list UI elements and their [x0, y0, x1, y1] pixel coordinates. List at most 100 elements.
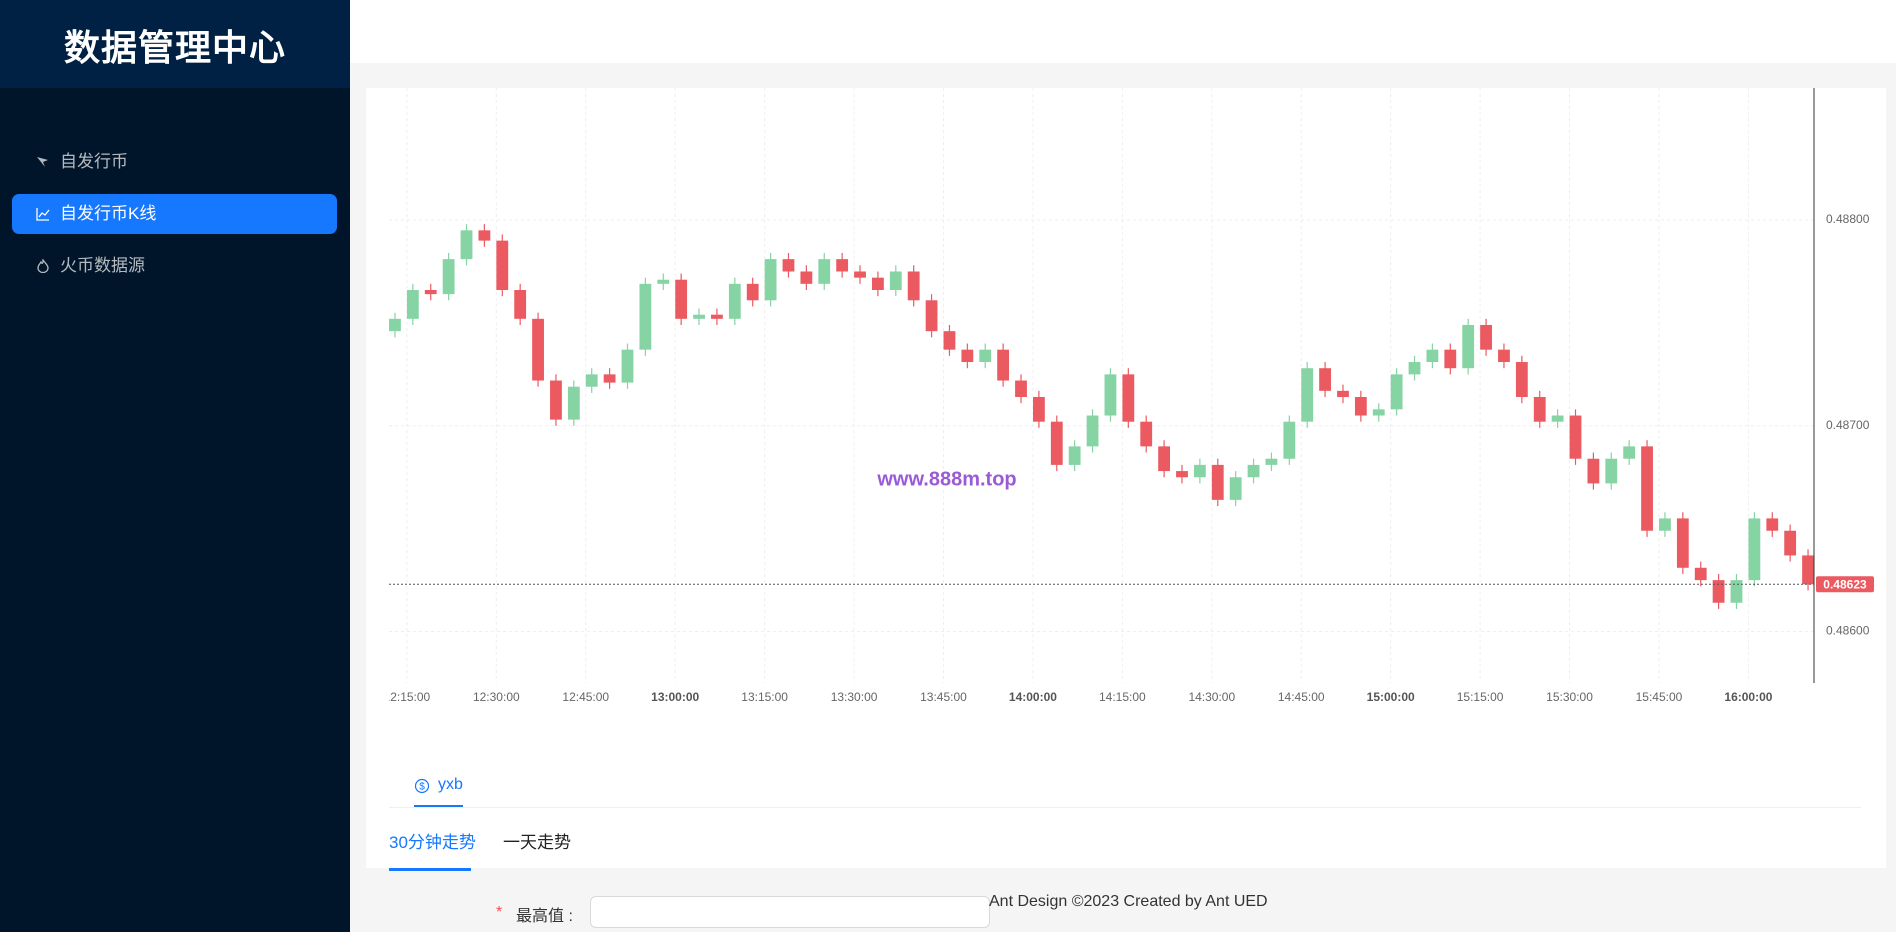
candle-body [496, 240, 509, 291]
candle-body [1050, 421, 1063, 465]
menu-label: 火币数据源 [60, 256, 145, 275]
x-tick-label: 13:15:00 [741, 690, 788, 704]
candle-body [1319, 368, 1331, 391]
candle-body [1283, 421, 1296, 459]
candle-body [1641, 446, 1653, 531]
candle-body [1533, 397, 1546, 422]
x-tick-label: 13:45:00 [920, 690, 967, 704]
candle-body [1605, 458, 1618, 484]
x-tick-label: 12:15:00 [384, 690, 431, 704]
footer: Ant Design ©2023 Created by Ant UED [989, 893, 1268, 910]
watermark: www.888m.top [876, 468, 1016, 490]
candle-body [1748, 518, 1761, 581]
candle-body [1408, 362, 1421, 375]
x-tick-label: 14:00:00 [1009, 690, 1057, 704]
sidebar: 数据管理中心 自发行币 自发行币K线 火币数据源 [0, 0, 350, 932]
candle-body [1104, 374, 1117, 416]
x-tick-label: 13:00:00 [651, 690, 699, 704]
tab-ink [414, 805, 463, 807]
candle-body [1301, 368, 1314, 422]
candle-body [907, 271, 920, 301]
candle-body [603, 374, 616, 383]
candle-body [657, 279, 670, 284]
candle-body [639, 283, 652, 350]
candle-body [1193, 464, 1206, 478]
tab-divider [389, 807, 1861, 808]
x-tick-label: 12:30:00 [473, 690, 520, 704]
candle-body [1802, 555, 1814, 585]
candle-body [746, 283, 759, 301]
candle-body [764, 259, 777, 301]
svg-text:$: $ [419, 782, 425, 793]
card [366, 88, 1886, 868]
candle-body [389, 318, 401, 332]
candle-body [1211, 464, 1224, 500]
menu-item[interactable]: 自发行币 [12, 142, 337, 182]
app-title: 数据管理中心 [0, 0, 350, 88]
candle-body [1569, 415, 1582, 459]
candle-body [1551, 415, 1564, 422]
candle-body [1515, 362, 1528, 397]
candle-body [1140, 421, 1153, 447]
candle-body [728, 283, 741, 319]
candle-body [1390, 374, 1403, 410]
x-tick-label: 15:30:00 [1546, 690, 1593, 704]
candle-body [1372, 409, 1385, 416]
candle-body [1730, 580, 1743, 603]
candle-body [442, 259, 455, 295]
candle-body [675, 279, 688, 319]
candle-body [1498, 349, 1510, 363]
x-tick-label: 13:30:00 [831, 690, 878, 704]
candle-body [1158, 446, 1171, 472]
header [350, 0, 1896, 63]
candle-body [1015, 380, 1027, 397]
candle-body [1587, 458, 1600, 484]
candle-body [1068, 446, 1081, 465]
icon [36, 208, 50, 221]
form-label: 最高值 : [516, 908, 573, 925]
menu-label: 自发行币 [60, 152, 128, 171]
x-tick-label: 15:45:00 [1636, 690, 1683, 704]
candle-body [1086, 415, 1099, 447]
menu-item[interactable]: 火币数据源 [12, 246, 337, 286]
candle-body [836, 259, 849, 272]
kline-chart: 12:15:00 12:30:00 12:45:00 13:00:00 13:15:00… [384, 88, 1874, 704]
subtab[interactable]: 一天走势 [503, 833, 571, 852]
subtab-ink [389, 868, 471, 871]
subtab[interactable]: 30分钟走势 [389, 833, 476, 852]
icon [37, 259, 49, 273]
x-tick-label: 14:45:00 [1278, 690, 1325, 704]
candle-body [514, 290, 527, 319]
candle-body [889, 271, 902, 291]
icon [37, 157, 48, 167]
icon: $ [414, 778, 430, 794]
candle-body [1247, 464, 1260, 478]
candle-body [1444, 349, 1457, 369]
candle-body [1229, 477, 1242, 500]
candle-body [854, 271, 866, 278]
candle-body [925, 300, 938, 332]
candle-body [1032, 397, 1045, 422]
candle-body [478, 230, 491, 241]
candle-body [979, 349, 992, 363]
x-tick-label: 12:45:00 [562, 690, 609, 704]
candle-body [943, 331, 956, 350]
y-tick-label: 0.48600 [1826, 624, 1870, 638]
candle-body [1480, 324, 1492, 350]
menu-item[interactable]: 自发行币K线 [12, 194, 337, 234]
candle-body [693, 314, 705, 319]
candle-body [961, 349, 974, 363]
candle-body [711, 314, 723, 319]
candle-body [997, 349, 1010, 381]
menu-label: 自发行币K线 [60, 204, 157, 223]
y-tick-label: 0.48700 [1826, 418, 1870, 432]
candle-body [872, 277, 884, 291]
input[interactable] [590, 896, 990, 928]
candle-body [1694, 567, 1707, 581]
candle-body [1659, 518, 1671, 531]
candle-body [1712, 580, 1725, 603]
y-tick-label: 0.48800 [1826, 212, 1870, 226]
candle-body [1337, 390, 1349, 397]
candle-body [1122, 374, 1135, 422]
